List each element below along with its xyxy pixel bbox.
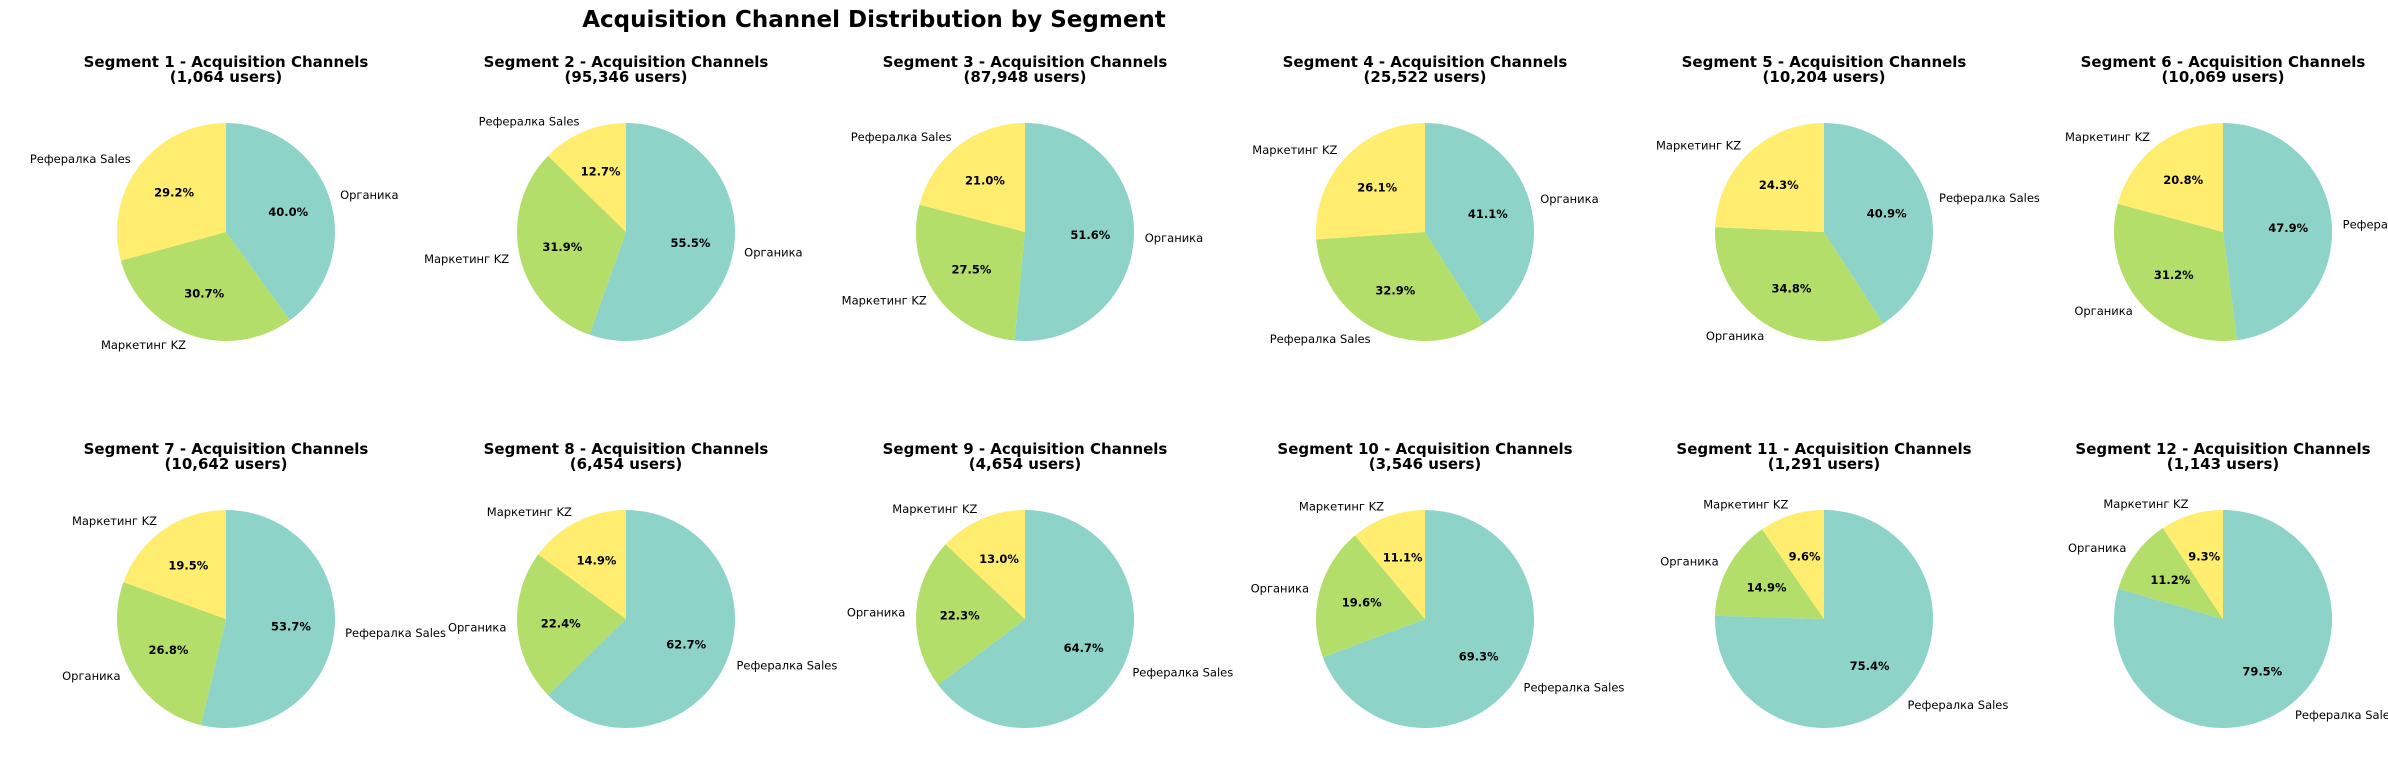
slice-percent-label: 19.6% [1342,595,1382,609]
slice-label: Маркетинг KZ [487,505,572,519]
slice-label: Органика [1540,192,1598,206]
slice-label: Рефералка Sales [1939,191,2040,205]
pie-chart-segment-8: Segment 8 - Acquisition Channels(6,454 u… [448,440,837,728]
slice-percent-label: 22.3% [940,609,980,623]
slice-label: Органика [1706,329,1764,343]
slice-label: Рефералка Sales [2295,708,2388,722]
slice-percent-label: 69.3% [1459,649,1499,663]
slice-label: Рефералка Sales [345,626,446,640]
chart-subtitle: (95,346 users) [565,68,688,86]
slice-label: Маркетинг KZ [2065,130,2150,144]
slice-label: Маркетинг KZ [842,294,927,308]
slice-label: Органика [2068,541,2126,555]
chart-subtitle: (10,204 users) [1763,68,1886,86]
pie-chart-segment-2: Segment 2 - Acquisition Channels(95,346 … [424,53,803,341]
slice-percent-label: 11.2% [2150,573,2190,587]
slice-percent-label: 13.0% [979,552,1019,566]
slice-percent-label: 53.7% [271,620,311,634]
chart-subtitle: (1,143 users) [2167,455,2280,473]
slice-label: Рефералка Sales [30,152,131,166]
pie-chart-segment-4: Segment 4 - Acquisition Channels(25,522 … [1252,53,1598,346]
slice-percent-label: 79.5% [2242,664,2282,678]
chart-subtitle: (87,948 users) [964,68,1087,86]
slice-label: Маркетинг KZ [424,252,509,266]
slice-label: Маркетинг KZ [2103,497,2188,511]
chart-subtitle: (1,064 users) [170,68,283,86]
slice-label: Маркетинг KZ [1299,499,1384,513]
slice-percent-label: 31.2% [2154,268,2194,282]
slice-percent-label: 14.9% [577,554,617,568]
slice-percent-label: 47.9% [2268,221,2308,235]
slice-percent-label: 11.1% [1383,551,1423,565]
chart-subtitle: (4,654 users) [969,455,1082,473]
slice-label: Органика [1251,581,1309,595]
slice-label: Рефералка Sales [1270,332,1371,346]
chart-subtitle: (25,522 users) [1364,68,1487,86]
chart-subtitle: (6,454 users) [570,455,683,473]
slice-label: Органика [62,669,120,683]
slice-percent-label: 26.8% [149,643,189,657]
slice-percent-label: 64.7% [1064,641,1104,655]
slice-label: Органика [448,620,506,634]
slice-label: Рефералка Sales [2343,217,2388,231]
slice-label: Рефералка Sales [736,659,837,673]
slice-percent-label: 20.8% [2163,173,2203,187]
slice-percent-label: 40.9% [1867,207,1907,221]
slice-percent-label: 26.1% [1357,180,1397,194]
slice-percent-label: 14.9% [1747,581,1787,595]
slice-label: Органика [340,188,398,202]
pie-chart-segment-7: Segment 7 - Acquisition Channels(10,642 … [62,440,446,728]
slice-percent-label: 22.4% [541,617,581,631]
slice-percent-label: 51.6% [1070,228,1110,242]
slice-percent-label: 21.0% [965,173,1005,187]
slice-percent-label: 34.8% [1771,282,1811,296]
slice-percent-label: 31.9% [542,240,582,254]
slice-label: Маркетинг KZ [101,338,186,352]
slice-label: Рефералка Sales [1908,698,2009,712]
slice-label: Органика [1660,555,1718,569]
slice-percent-label: 9.6% [1789,550,1821,564]
slice-percent-label: 55.5% [670,236,710,250]
slice-label: Рефералка Sales [479,115,580,129]
slice-percent-label: 24.3% [1759,178,1799,192]
slice-percent-label: 62.7% [666,637,706,651]
pie-chart-segment-9: Segment 9 - Acquisition Channels(4,654 u… [847,440,1233,728]
pie-chart-segment-5: Segment 5 - Acquisition Channels(10,204 … [1656,53,2040,343]
chart-subtitle: (3,546 users) [1369,455,1482,473]
slice-label: Органика [1145,231,1203,245]
slice-label: Маркетинг KZ [72,514,157,528]
slice-percent-label: 40.0% [268,205,308,219]
slice-label: Органика [744,245,802,259]
pie-chart-segment-1: Segment 1 - Acquisition Channels(1,064 u… [30,53,399,352]
pie-chart-segment-10: Segment 10 - Acquisition Channels(3,546 … [1251,440,1625,728]
slice-percent-label: 41.1% [1468,207,1508,221]
slice-percent-label: 19.5% [168,558,208,572]
chart-subtitle: (1,291 users) [1768,455,1881,473]
figure-title: Acquisition Channel Distribution by Segm… [582,7,1166,33]
pie-chart-segment-3: Segment 3 - Acquisition Channels(87,948 … [842,53,1204,341]
slice-label: Маркетинг KZ [892,502,977,516]
slice-label: Маркетинг KZ [1656,138,1741,152]
slice-label: Рефералка Sales [1132,665,1233,679]
slice-label: Маркетинг KZ [1703,498,1788,512]
slice-percent-label: 75.4% [1850,659,1890,673]
slice-percent-label: 29.2% [154,185,194,199]
slice-label: Рефералка Sales [851,130,952,144]
pie-chart-segment-11: Segment 11 - Acquisition Channels(1,291 … [1660,440,2008,728]
pie-chart-segment-6: Segment 6 - Acquisition Channels(10,069 … [2065,53,2388,341]
chart-subtitle: (10,642 users) [165,455,288,473]
slice-label: Рефералка Sales [1524,680,1625,694]
slice-label: Маркетинг KZ [1252,143,1337,157]
slice-percent-label: 9.3% [2188,549,2220,563]
slice-label: Органика [847,606,905,620]
chart-subtitle: (10,069 users) [2162,68,2285,86]
slice-percent-label: 32.9% [1375,283,1415,297]
slice-percent-label: 12.7% [581,165,621,179]
slice-percent-label: 27.5% [951,262,991,276]
slice-label: Органика [2074,304,2132,318]
slice-percent-label: 30.7% [184,287,224,301]
pie-chart-segment-12: Segment 12 - Acquisition Channels(1,143 … [2068,440,2388,728]
